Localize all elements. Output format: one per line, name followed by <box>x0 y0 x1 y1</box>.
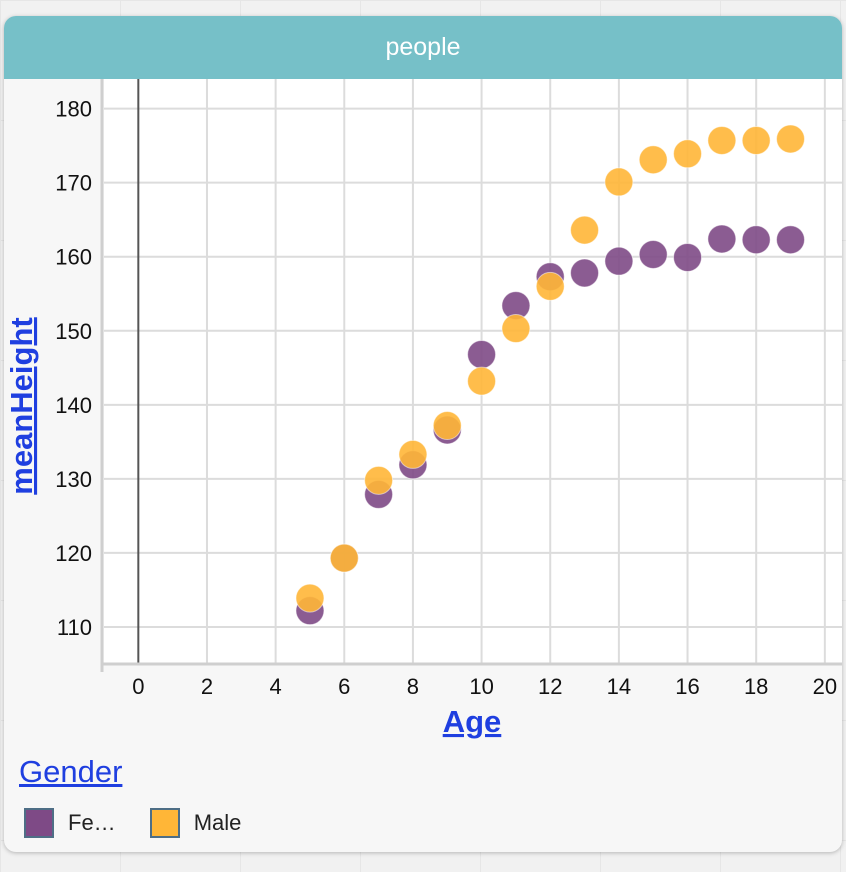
data-point-male[interactable] <box>398 439 428 469</box>
y-tick-label: 180 <box>55 97 92 122</box>
legend-item-male[interactable]: Male <box>149 808 242 838</box>
legend-label-female: Fe… <box>68 810 116 835</box>
data-point-male[interactable] <box>535 271 565 301</box>
x-axis-label[interactable]: Age <box>443 704 502 739</box>
x-tick-label: 2 <box>201 674 213 699</box>
grid-lines <box>104 79 842 664</box>
y-tick-label: 130 <box>55 467 92 492</box>
data-point-male[interactable] <box>501 314 531 344</box>
legend-label-male: Male <box>193 810 242 835</box>
data-point-female[interactable] <box>707 224 737 254</box>
data-point-female[interactable] <box>776 225 806 255</box>
data-point-male[interactable] <box>638 145 668 175</box>
graph-card[interactable]: people 0 2 4 6 8 10 12 14 16 18 20 110 120 130 140 150 1… <box>4 16 842 852</box>
data-point-male[interactable] <box>570 215 600 245</box>
data-point-female[interactable] <box>673 242 703 272</box>
legend-title[interactable]: Gender <box>19 754 123 789</box>
data-point-male[interactable] <box>364 465 394 495</box>
data-point-male[interactable] <box>329 543 359 573</box>
x-tick-label: 16 <box>675 674 699 699</box>
data-points <box>295 124 806 626</box>
legend: Fe… Male <box>24 808 275 838</box>
x-tick-label: 8 <box>407 674 419 699</box>
y-tick-label: 160 <box>55 245 92 270</box>
legend-swatch-male <box>149 808 180 838</box>
x-tick-label: 14 <box>607 674 631 699</box>
data-point-male[interactable] <box>432 411 462 441</box>
y-tick-label: 170 <box>55 171 92 196</box>
data-point-male[interactable] <box>741 125 771 155</box>
data-point-female[interactable] <box>604 246 634 276</box>
x-tick-label: 10 <box>469 674 493 699</box>
y-tick-label: 140 <box>55 393 92 418</box>
data-point-female[interactable] <box>570 258 600 288</box>
x-tick-label: 6 <box>338 674 350 699</box>
y-axis-label[interactable]: meanHeight <box>4 317 39 494</box>
data-point-female[interactable] <box>638 240 668 269</box>
data-point-female[interactable] <box>467 339 497 369</box>
legend-item-female[interactable]: Fe… <box>24 808 116 838</box>
data-point-male[interactable] <box>604 167 634 197</box>
card-title[interactable]: people <box>4 16 842 79</box>
data-point-male[interactable] <box>673 139 703 169</box>
data-point-male[interactable] <box>776 124 806 154</box>
legend-swatch-female <box>24 808 54 838</box>
x-tick-label: 18 <box>744 674 768 699</box>
axes <box>100 79 842 672</box>
x-tick-label: 20 <box>813 674 837 699</box>
x-tick-label: 0 <box>132 674 144 699</box>
tick-labels: 0 2 4 6 8 10 12 14 16 18 20 110 120 130 140 150 160 170 18… <box>55 97 837 699</box>
data-point-male[interactable] <box>295 583 325 613</box>
data-point-male[interactable] <box>467 366 497 396</box>
y-tick-label: 150 <box>55 319 92 344</box>
x-tick-label: 4 <box>270 674 282 699</box>
y-tick-label: 120 <box>55 541 92 566</box>
scatter-plot: 0 2 4 6 8 10 12 14 16 18 20 110 120 130 140 150 160 170 18… <box>4 79 842 739</box>
x-tick-label: 12 <box>538 674 562 699</box>
data-point-male[interactable] <box>707 125 737 155</box>
y-tick-label: 110 <box>57 615 92 640</box>
data-point-female[interactable] <box>741 225 771 255</box>
